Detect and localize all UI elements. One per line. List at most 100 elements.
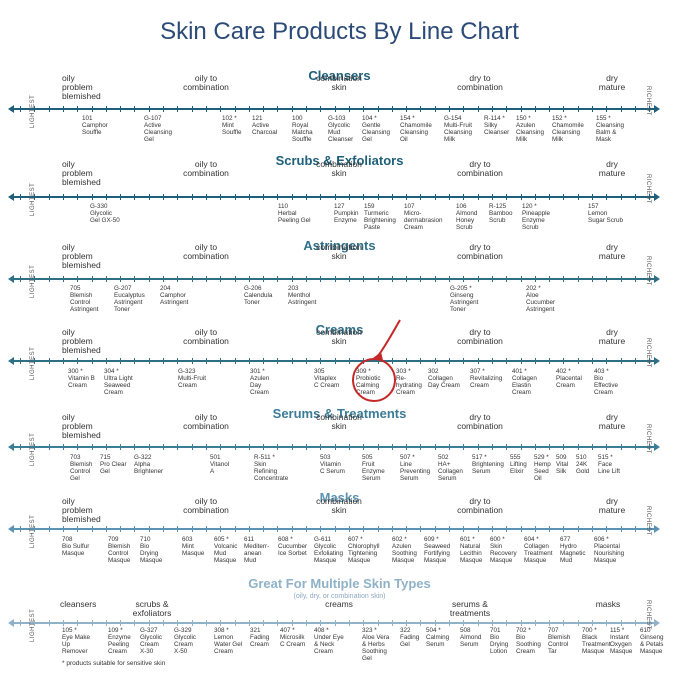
axis-tick: [534, 194, 536, 200]
product-entry: 301 * Azulen Day Cream: [250, 368, 270, 396]
axis-tick: [306, 106, 307, 112]
axis-tick: [477, 444, 479, 450]
highlight-arrow-icon: [373, 319, 401, 360]
axis-tick: [434, 526, 436, 532]
axis-tick: [420, 444, 422, 450]
product-entry: 322 Fading Gel: [400, 627, 420, 648]
axis-tick: [91, 358, 93, 364]
scale-axis: [8, 193, 660, 201]
skin-type-label: dry mature: [598, 73, 626, 92]
axis-tick: [277, 194, 279, 200]
axis-tick: [449, 106, 450, 112]
product-entry: 403 * Bio Effective Cream: [594, 368, 619, 396]
axis-tick: [506, 276, 508, 282]
skin-type-label: dry mature: [598, 496, 626, 515]
axis-tick: [34, 358, 36, 364]
richest-label: RICHEST: [645, 256, 651, 286]
arrow-right-icon: [654, 193, 660, 201]
product-entry: G-103 Glycolic Mud Cleanser: [328, 115, 354, 143]
axis-tick: [320, 620, 322, 626]
arrow-right-icon: [654, 105, 660, 113]
axis-tick: [91, 276, 93, 282]
axis-tick: [549, 194, 551, 200]
product-entry: 607 * Chlorophyll Tightening Masque: [348, 536, 380, 564]
axis-tick: [520, 526, 522, 532]
axis-tick: [649, 194, 651, 200]
product-entry: 509 Vital Silk: [556, 454, 569, 475]
lightest-label: LIGHTEST: [30, 514, 36, 548]
axis-tick: [277, 444, 279, 450]
axis-tick: [506, 194, 508, 200]
axis-tick: [406, 620, 408, 626]
axis-tick: [449, 194, 450, 200]
arrow-right-icon: [654, 443, 660, 451]
axis-tick: [477, 106, 479, 112]
axis-tick: [606, 620, 608, 626]
product-entry: 710 Bio Drying Masque: [140, 536, 163, 564]
product-entry: 303 * Re- hydrating Cream: [396, 368, 422, 396]
axis-tick: [577, 620, 579, 626]
axis-tick: [649, 276, 651, 282]
axis-tick: [649, 358, 651, 364]
axis-tick: [320, 358, 322, 364]
scale-axis: [8, 275, 660, 283]
skin-type-label: masks: [595, 599, 621, 609]
axis-tick: [105, 106, 107, 112]
skin-type-label: dry mature: [598, 327, 626, 346]
section-title: Scrubs & Exfoliators: [275, 153, 404, 168]
axis-tick: [634, 358, 636, 364]
axis-tick: [177, 194, 179, 200]
axis-tick: [62, 358, 64, 364]
axis-tick: [191, 526, 193, 532]
axis-tick: [420, 620, 422, 626]
axis-tick: [77, 106, 79, 112]
axis-tick: [320, 276, 322, 282]
skin-type-label: combination skin: [316, 159, 362, 178]
axis-tick: [34, 444, 36, 450]
section-title: Masks: [319, 490, 360, 505]
axis-tick: [34, 106, 36, 112]
axis-tick: [477, 620, 479, 626]
axis-tick: [48, 526, 50, 532]
product-entry: 321 Fading Cream: [250, 627, 270, 648]
axis-tick: [348, 276, 350, 282]
axis-tick: [606, 358, 608, 364]
product-entry: 611 Mediterr- anean Mud: [244, 536, 270, 564]
axis-tick: [377, 106, 379, 112]
axis-tick: [563, 194, 565, 200]
axis-tick: [592, 620, 593, 626]
axis-tick: [520, 106, 522, 112]
scale-axis: [8, 525, 660, 533]
axis-tick: [163, 106, 164, 112]
product-entry: 204 Camphor Astringent: [160, 285, 189, 306]
axis-tick: [234, 194, 236, 200]
lightest-label: LIGHTEST: [30, 94, 36, 128]
axis-tick: [348, 106, 350, 112]
axis-tick: [291, 194, 293, 200]
axis-tick: [320, 444, 322, 450]
axis-tick: [105, 194, 107, 200]
axis-tick: [434, 620, 436, 626]
axis-tick: [48, 358, 50, 364]
product-entry: 501 Vitanol A: [210, 454, 230, 475]
axis-tick: [177, 276, 179, 282]
page-title: Skin Care Products By Line Chart: [160, 18, 519, 45]
axis-tick: [449, 276, 450, 282]
skin-type-label: combination skin: [316, 412, 362, 431]
axis-tick: [391, 620, 393, 626]
axis-tick: [449, 526, 450, 532]
product-entry: R-511 * Skin Refining Concentrate: [254, 454, 289, 482]
axis-tick: [62, 276, 64, 282]
axis-tick: [634, 620, 636, 626]
axis-tick: [248, 526, 250, 532]
axis-tick: [649, 526, 651, 532]
axis-tick: [606, 106, 608, 112]
axis-tick: [391, 526, 393, 532]
axis-tick: [520, 358, 522, 364]
axis-tick: [77, 194, 79, 200]
axis-tick: [148, 194, 150, 200]
axis-tick: [220, 276, 222, 282]
product-entry: 705 Blemish Control Astringent: [70, 285, 99, 313]
product-entry: 305 Vitaplex C Cream: [314, 368, 340, 389]
product-entry: 502 HA+ Collagen Serum: [438, 454, 463, 482]
